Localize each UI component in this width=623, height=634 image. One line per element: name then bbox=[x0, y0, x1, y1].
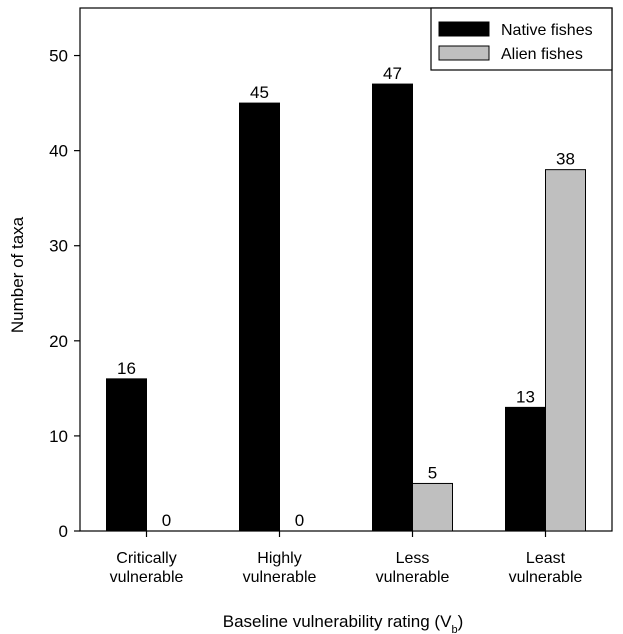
data-label: 47 bbox=[383, 64, 402, 83]
bars bbox=[106, 83, 586, 532]
bar bbox=[412, 482, 453, 532]
bar bbox=[239, 102, 280, 532]
bar bbox=[372, 83, 413, 532]
plot-frame bbox=[79, 7, 613, 532]
legend-swatch bbox=[438, 21, 490, 37]
x-category-label: Less bbox=[396, 550, 430, 567]
bar bbox=[505, 406, 546, 532]
y-tick-label: 40 bbox=[49, 142, 68, 161]
legend-swatch bbox=[438, 45, 490, 61]
x-category-label: Highly bbox=[257, 550, 301, 567]
data-labels: 16 45 47 13 0 0 5 38 bbox=[117, 64, 575, 530]
y-tick-label: 0 bbox=[59, 522, 68, 541]
plot-area bbox=[79, 7, 613, 532]
x-category-label: vulnerable bbox=[509, 569, 583, 586]
y-tick-label: 20 bbox=[49, 332, 68, 351]
x-category-label: vulnerable bbox=[243, 569, 317, 586]
x-axis-title: Baseline vulnerability rating (Vb) bbox=[223, 612, 463, 634]
bar bbox=[545, 169, 586, 532]
data-label: 45 bbox=[250, 83, 269, 102]
y-tick-label: 50 bbox=[49, 47, 68, 66]
y-tick-label: 30 bbox=[49, 237, 68, 256]
x-category-label: Least bbox=[526, 550, 566, 567]
data-label: 0 bbox=[295, 511, 304, 530]
bar bbox=[106, 378, 147, 532]
y-tick-label: 10 bbox=[49, 427, 68, 446]
data-label: 38 bbox=[556, 150, 575, 169]
x-category-label: vulnerable bbox=[110, 569, 184, 586]
x-category-label: Critically bbox=[116, 550, 176, 567]
x-category-label: vulnerable bbox=[376, 569, 450, 586]
x-axis: Critically vulnerable Highly vulnerable Less… bbox=[110, 531, 583, 586]
data-label: 0 bbox=[162, 511, 171, 530]
data-label: 16 bbox=[117, 359, 136, 378]
y-axis-title: Number of taxa bbox=[8, 216, 27, 333]
data-label: 13 bbox=[516, 387, 535, 406]
legend: Native fishes Alien fishes bbox=[430, 7, 613, 71]
y-axis: 0 10 20 30 40 50 bbox=[49, 47, 80, 541]
legend-label: Native fishes bbox=[501, 22, 593, 39]
data-label: 5 bbox=[428, 463, 437, 482]
legend-label: Alien fishes bbox=[501, 46, 583, 63]
